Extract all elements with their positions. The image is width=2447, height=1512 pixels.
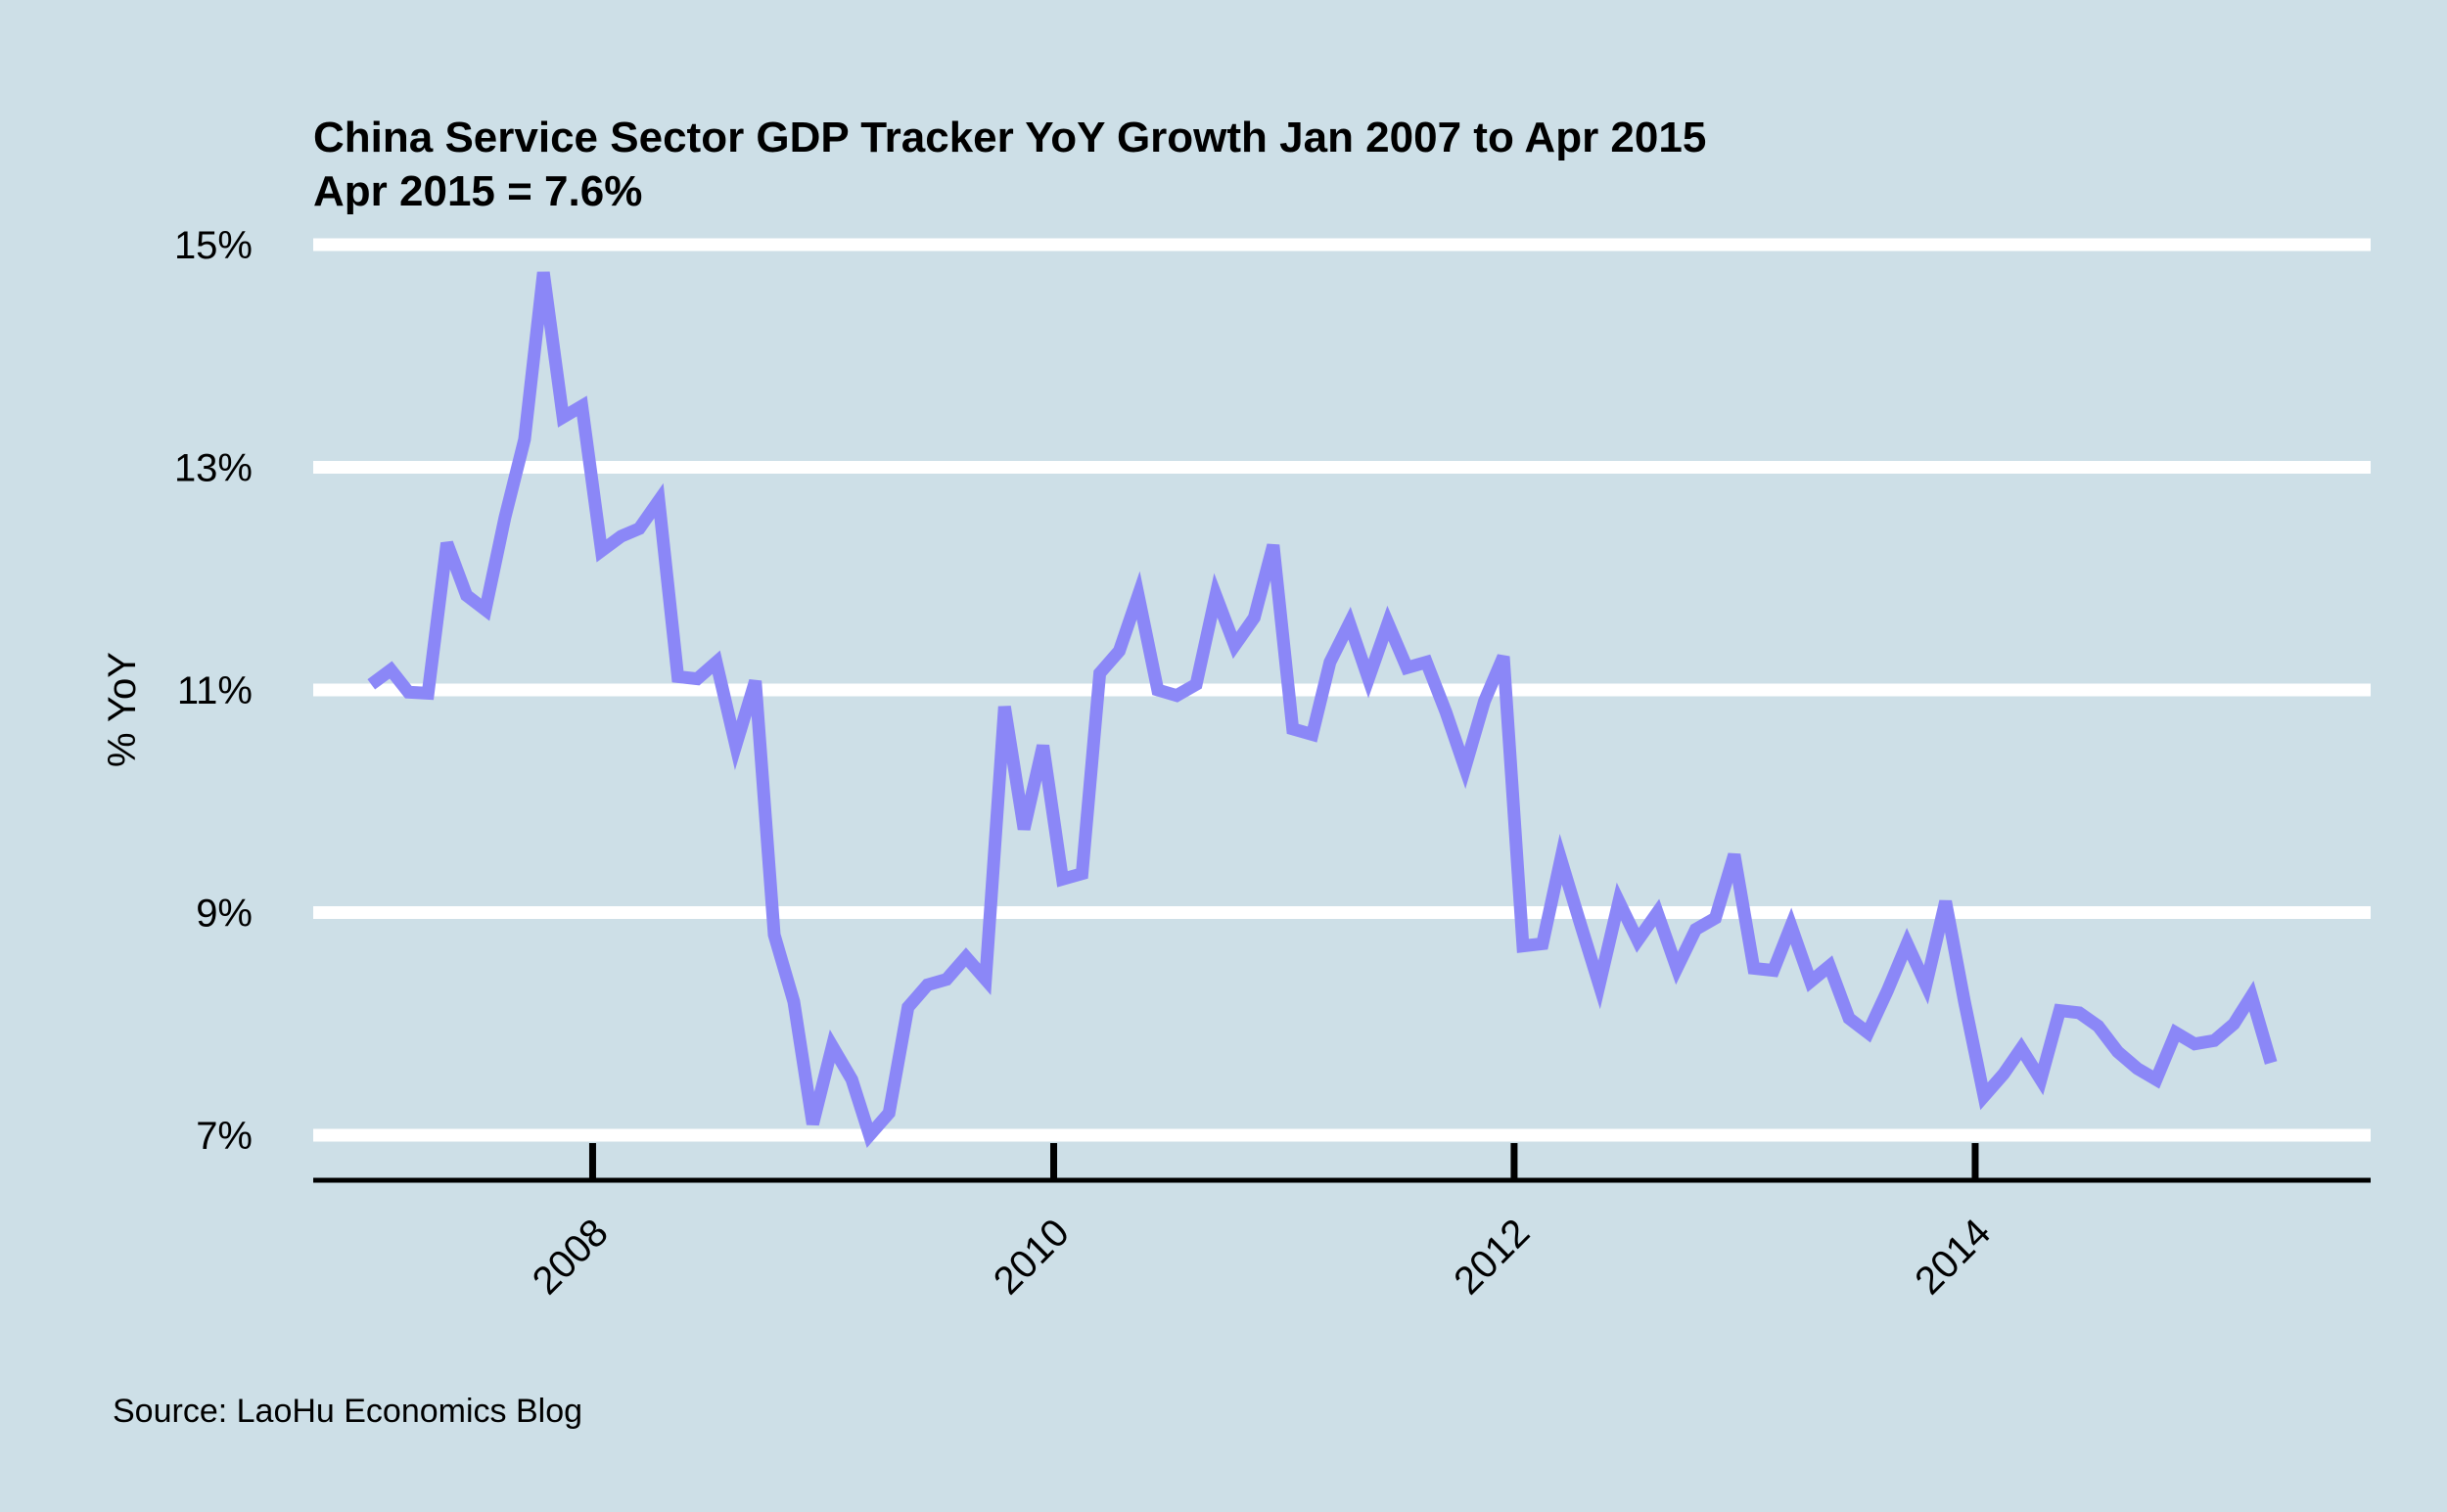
y-tick-label: 9%: [196, 893, 253, 936]
series-group: [367, 271, 2278, 1148]
source-caption: Source: LaoHu Economics Blog: [113, 1393, 582, 1430]
series-line: [367, 271, 2278, 1148]
y-tick-labels: 7% 9% 11% 13% 15%: [174, 224, 253, 1158]
chart-subtitle: Apr 2015 = 7.6%: [313, 167, 642, 215]
y-tick-label: 13%: [174, 447, 253, 490]
y-tick-label: 15%: [174, 224, 253, 267]
gridlines: [313, 238, 2371, 1142]
y-tick-label: 7%: [196, 1115, 253, 1158]
y-tick-label: 11%: [177, 669, 253, 712]
chart-title: China Service Sector GDP Tracker YoY Gro…: [313, 114, 1706, 161]
y-axis-label: % YoY: [101, 652, 144, 767]
